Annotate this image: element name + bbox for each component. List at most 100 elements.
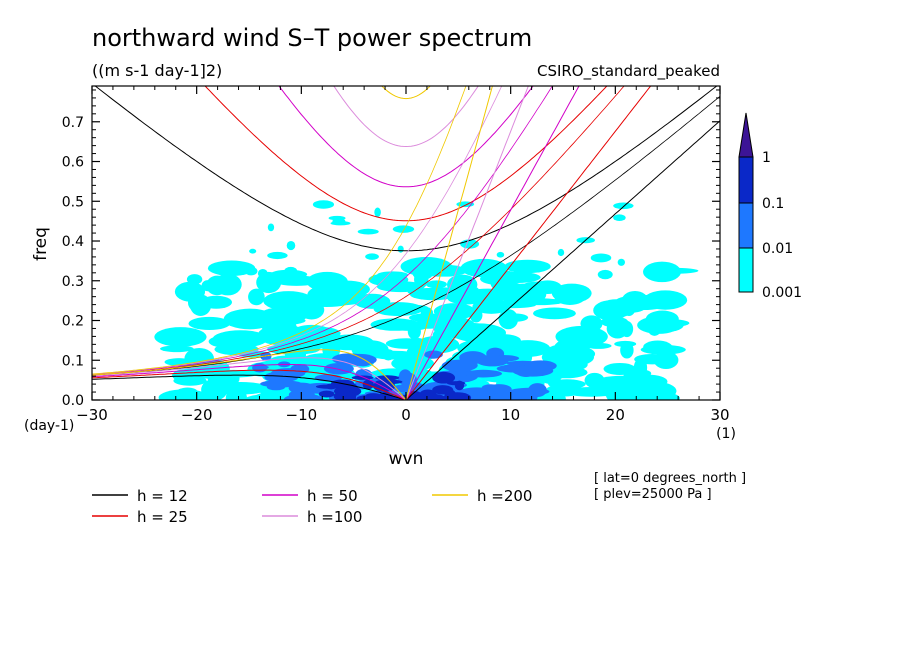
spectrum-patch-low [504, 313, 529, 322]
spectrum-patch-mid [354, 357, 372, 367]
spectrum-patch-mid [456, 388, 488, 394]
rossby-wave-curve [92, 369, 407, 400]
spectrum-patch-low [317, 278, 351, 288]
spectrum-patch-low [490, 269, 505, 279]
chart-model: CSIRO_standard_peaked [537, 62, 720, 81]
spectrum-patch-low [597, 269, 613, 280]
spectrum-patch-low [617, 258, 625, 266]
gravity-wave-curve [333, 86, 479, 148]
y-tick-label: 0.4 [62, 234, 84, 250]
legend-label: h = 50 [307, 487, 358, 505]
spectrum-patch-low [158, 389, 210, 400]
y-tick-label: 0.7 [62, 115, 84, 131]
spectrum-patch-low [426, 280, 447, 289]
spectrum-patch-low [593, 300, 629, 321]
annotation-lat: [ lat=0 degrees_north ] [594, 471, 746, 486]
colorbar-swatch [738, 156, 754, 204]
spectrum-patch-low [244, 266, 258, 276]
colorbar-extend-arrow [738, 112, 754, 158]
spectrum-patch-low [330, 221, 351, 226]
rossby-wave-curve [92, 364, 407, 400]
spectrum-patch-low [407, 287, 452, 297]
colorbar-level-label: 0.01 [762, 241, 793, 257]
rossby-wave-curve [92, 349, 407, 400]
legend-label: h = 25 [137, 508, 188, 526]
gravity-wave-curve [278, 86, 534, 188]
spectrum-patch-high [333, 391, 357, 400]
spectrum-patch-low [646, 316, 662, 336]
spectrum-patch-low [411, 260, 422, 266]
legend-label: h = 12 [137, 487, 188, 505]
spectrum-patch-high [365, 395, 377, 400]
spectrum-patch-low [312, 200, 335, 209]
x-tick-label: −10 [286, 406, 318, 424]
legend-label: h =200 [477, 487, 532, 505]
spectrum-patch-low [353, 293, 391, 309]
kelvin-wave-curve [405, 86, 493, 400]
gravity-wave-curve [94, 86, 718, 252]
spectrum-patch-mid [424, 352, 441, 358]
spectrum-patch-mid [399, 369, 412, 383]
chart-title: northward wind S–T power spectrum [92, 24, 532, 52]
spectrum-patch-low [614, 340, 637, 347]
spectrum-patch-low [595, 376, 634, 398]
legend: h = 12 h = 25 h = 50 h =100 h =200 [92, 487, 532, 526]
spectrum-patch-low [190, 294, 212, 316]
annotation-plev: [ plev=25000 Pa ] [594, 487, 712, 502]
mrg-wave-curve [92, 86, 553, 375]
spectrum-patch-low [212, 330, 265, 347]
colorbar-level-label: 0.1 [762, 196, 784, 212]
spectrum-patch-low [409, 313, 445, 323]
spectrum-patch-low [626, 385, 663, 400]
spectrum-patch-low [314, 284, 332, 299]
spectrum-patch-high [432, 385, 454, 395]
spectrum-patch-low [486, 334, 521, 347]
spectrum-patch-low [501, 368, 517, 387]
spectrum-patch-low [504, 259, 551, 274]
spectrum-patch-low [616, 294, 669, 307]
mrg-wave-curve [92, 86, 503, 375]
spectrum-patch-low [186, 274, 203, 285]
spectrum-patch-mid [508, 387, 550, 396]
axis-ticks: −30 −20 −10 0 10 20 30 0.0 0.1 0.2 0.3 0.4 0.5 0.6 0.7 [62, 86, 730, 424]
spectrum-patch-low [257, 268, 268, 278]
rossby-wave-curve [92, 374, 407, 400]
x-tick-label: 10 [501, 406, 520, 424]
y-tick-label: 0.5 [62, 194, 84, 210]
spectrum-patch-low [653, 351, 679, 370]
spectrum-patch-low [207, 260, 256, 276]
spectrum-patch-low [440, 271, 448, 277]
spectrum-patch-low [627, 374, 668, 389]
spectrum-patch-mid [524, 360, 557, 372]
spectrum-patch-high [432, 371, 456, 384]
spectrum-patch-high [423, 395, 434, 400]
mrg-wave-curve [92, 86, 467, 375]
spectrum-patch-mid [290, 364, 310, 374]
y-axis-label: freq [31, 227, 51, 261]
x-axis-label: wvn [389, 449, 424, 469]
spectrum-patch-low [154, 327, 207, 347]
spectrum-patch-mid [464, 369, 503, 378]
spectrum-patch-low [267, 251, 288, 260]
spectrum-patch-high [332, 382, 357, 388]
spectrum-patch-low [286, 240, 296, 251]
y-tick-label: 0.6 [62, 155, 84, 171]
spectrum-patch-low [248, 288, 265, 306]
x-tick-label: −20 [181, 406, 213, 424]
spectrum-patch-low [386, 304, 429, 311]
spectrum-patch-high [318, 390, 335, 398]
spectrum-patch-low [613, 202, 634, 210]
spectrum-patch-low [160, 345, 194, 353]
spectrum-patch-low [551, 283, 592, 304]
legend-label: h =100 [307, 508, 362, 526]
spectrum-patch-low [325, 334, 374, 351]
kelvin-wave-curve [405, 86, 529, 400]
kelvin-wave-curve [405, 86, 580, 400]
chart-units: ((m s-1 day-1]2) [92, 61, 222, 80]
mrg-wave-curve [92, 95, 720, 376]
colorbar: 0.001 0.01 0.1 1 [738, 112, 802, 301]
spectrum-patch-low [368, 273, 409, 287]
spectrum-patch-low [188, 316, 231, 330]
gravity-wave-curve [204, 86, 608, 222]
